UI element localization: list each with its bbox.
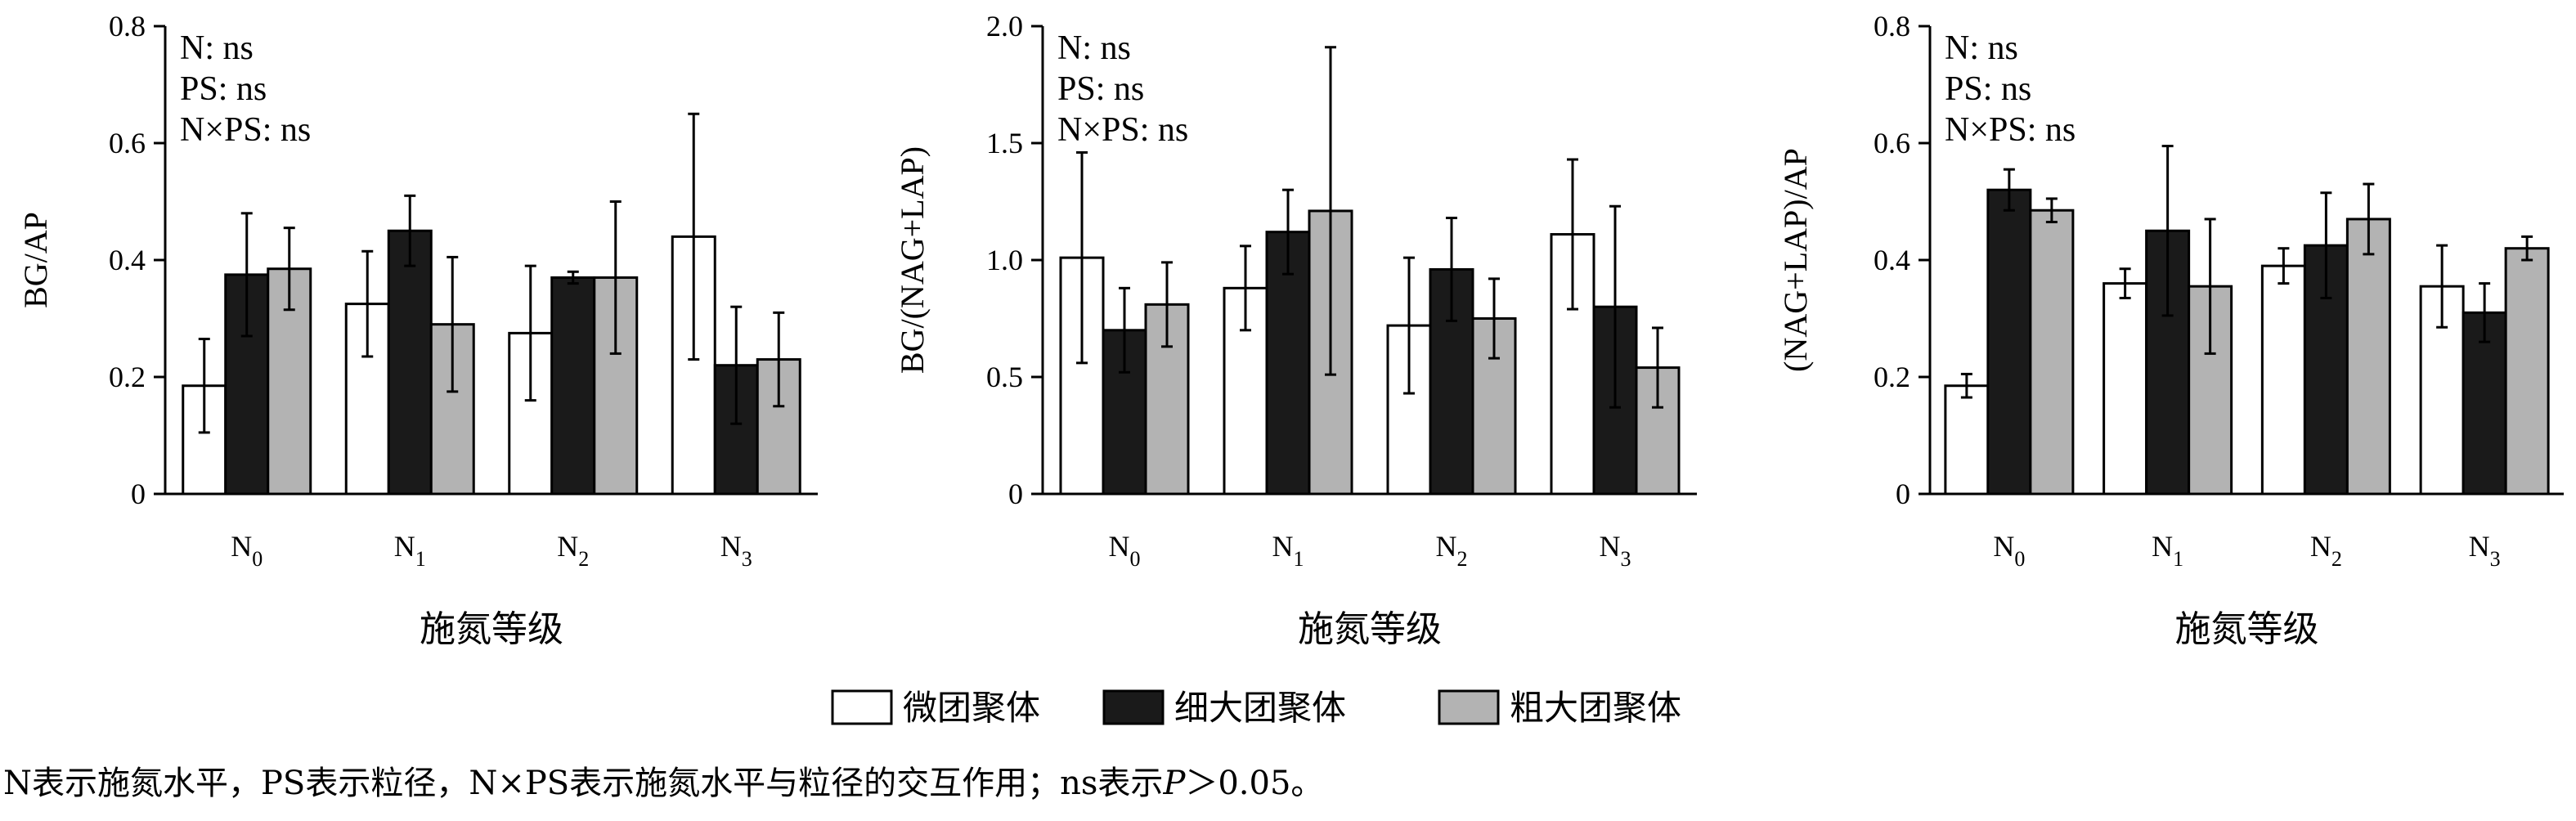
significance-annotation: N×PS: ns (1945, 111, 2076, 149)
x-tick-label: N0 (1993, 530, 2025, 571)
bar (1265, 231, 1311, 496)
footnote-threshold: ＞0.05。 (1185, 765, 1324, 802)
y-axis-label: BG/AP (17, 212, 54, 308)
y-tick-label: 0.8 (1874, 10, 1910, 43)
x-tick-label: N0 (231, 530, 263, 571)
significance-annotation: PS: ns (180, 70, 267, 108)
x-tick-label: N3 (2469, 530, 2501, 571)
legend-label: 细大团聚体 (1174, 688, 1346, 728)
legend-swatch (1102, 689, 1165, 725)
legend-label: 微团聚体 (903, 688, 1040, 728)
footnote: N表示施氮水平，PS表示粒径，N×PS表示施氮水平与粒径的交互作用；ns表示P＞… (3, 756, 1323, 804)
bar (2260, 264, 2306, 496)
significance-annotation: N×PS: ns (180, 111, 311, 149)
y-tick-label: 0.2 (109, 361, 146, 393)
bar (2345, 218, 2391, 496)
x-tick-label: N1 (394, 530, 426, 571)
bar (1986, 188, 2032, 496)
significance-annotation: N: ns (180, 29, 254, 67)
significance-annotation: PS: ns (1057, 70, 1144, 108)
bar (1944, 384, 1990, 496)
y-tick-label: 0.6 (1874, 127, 1910, 159)
x-axis-label: 施氮等级 (420, 608, 563, 650)
y-tick-label: 1.5 (986, 127, 1023, 159)
x-tick-label: N2 (1436, 530, 1468, 571)
bar (550, 276, 596, 496)
significance-annotation: PS: ns (1945, 70, 2031, 108)
legend: 微团聚体 细大团聚体 粗大团聚体 (831, 688, 1681, 728)
y-tick-label: 0.5 (986, 361, 1023, 393)
bar (2504, 247, 2550, 496)
legend-swatch (1438, 689, 1500, 725)
x-axis-label: 施氮等级 (1298, 608, 1442, 650)
x-tick-label: N3 (1600, 530, 1631, 571)
significance-annotation: N: ns (1057, 29, 1131, 67)
bar (2029, 209, 2075, 496)
y-tick-label: 0 (1008, 478, 1023, 510)
y-tick-label: 0.2 (1874, 361, 1910, 393)
y-tick-label: 0.8 (109, 10, 146, 43)
x-axis-label: 施氮等级 (2175, 608, 2319, 650)
x-tick-label: N2 (2310, 530, 2342, 571)
y-tick-label: 0.6 (109, 127, 146, 159)
footnote-p-symbol: P (1163, 765, 1186, 802)
bar (387, 229, 433, 496)
y-axis-label: (NAG+LAP)/AP (1777, 148, 1814, 372)
legend-label: 粗大团聚体 (1510, 688, 1681, 728)
x-tick-label: N1 (1272, 530, 1304, 571)
x-tick-label: N2 (557, 530, 589, 571)
legend-swatch (831, 689, 893, 725)
y-tick-label: 0 (1896, 478, 1910, 510)
x-tick-label: N3 (720, 530, 752, 571)
y-axis-label: BG/(NAG+LAP) (894, 146, 931, 374)
bar (2103, 282, 2148, 496)
footnote-text: N表示施氮水平，PS表示粒径，N×PS表示施氮水平与粒径的交互作用；ns表示 (3, 765, 1164, 802)
significance-annotation: N×PS: ns (1057, 111, 1188, 149)
x-tick-label: N1 (2152, 530, 2183, 571)
y-tick-label: 0.4 (109, 244, 146, 276)
x-tick-label: N0 (1109, 530, 1141, 571)
y-tick-label: 0.4 (1874, 244, 1910, 276)
significance-annotation: N: ns (1945, 29, 2018, 67)
y-tick-label: 2.0 (986, 10, 1023, 43)
y-tick-label: 0 (131, 478, 146, 510)
y-tick-label: 1.0 (986, 244, 1023, 276)
